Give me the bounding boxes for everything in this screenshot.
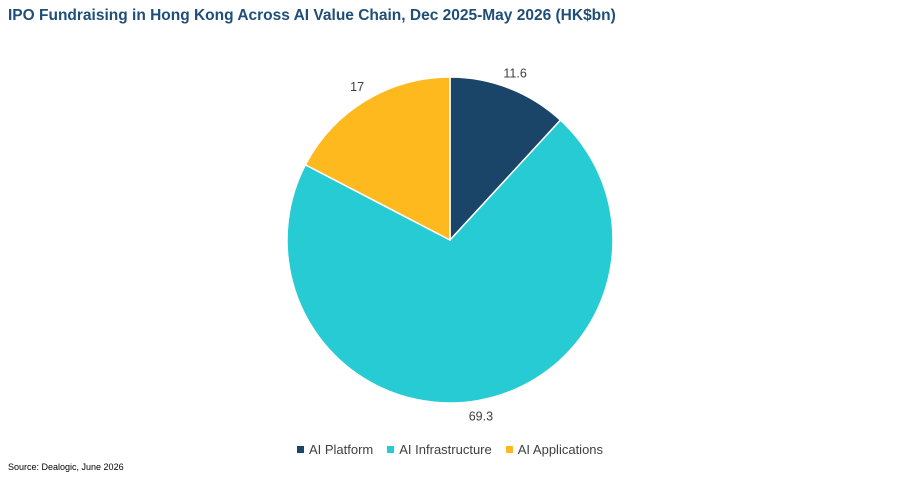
- legend-swatch: [296, 446, 304, 453]
- data-label-ai-infrastructure: 69.3: [469, 409, 493, 423]
- legend-swatch: [505, 446, 513, 453]
- legend-item-ai-infrastructure: AI Infrastructure: [387, 442, 492, 457]
- legend-swatch: [387, 446, 395, 453]
- source-note: Source: Dealogic, June 2026: [8, 462, 124, 472]
- legend-item-ai-platform: AI Platform: [296, 442, 374, 457]
- legend-label: AI Applications: [517, 442, 604, 457]
- legend-label: AI Platform: [308, 442, 374, 457]
- legend: AI Platform AI Infrastructure AI Applicati…: [0, 442, 900, 457]
- pie-slices: [286, 76, 614, 404]
- chart-title: IPO Fundraising in Hong Kong Across AI V…: [8, 7, 616, 24]
- pie-slice-ai-platform: [449, 76, 562, 242]
- pie-data-labels: 11.6 69.3 17: [350, 66, 527, 423]
- pie-slice-ai-applications: [304, 76, 451, 242]
- data-label-ai-platform: 11.6: [503, 66, 526, 80]
- data-label-ai-applications: 17: [350, 80, 364, 94]
- legend-item-ai-applications: AI Applications: [505, 442, 604, 457]
- pie-slice-ai-infrastructure: [286, 119, 614, 404]
- legend-label: AI Infrastructure: [399, 442, 492, 457]
